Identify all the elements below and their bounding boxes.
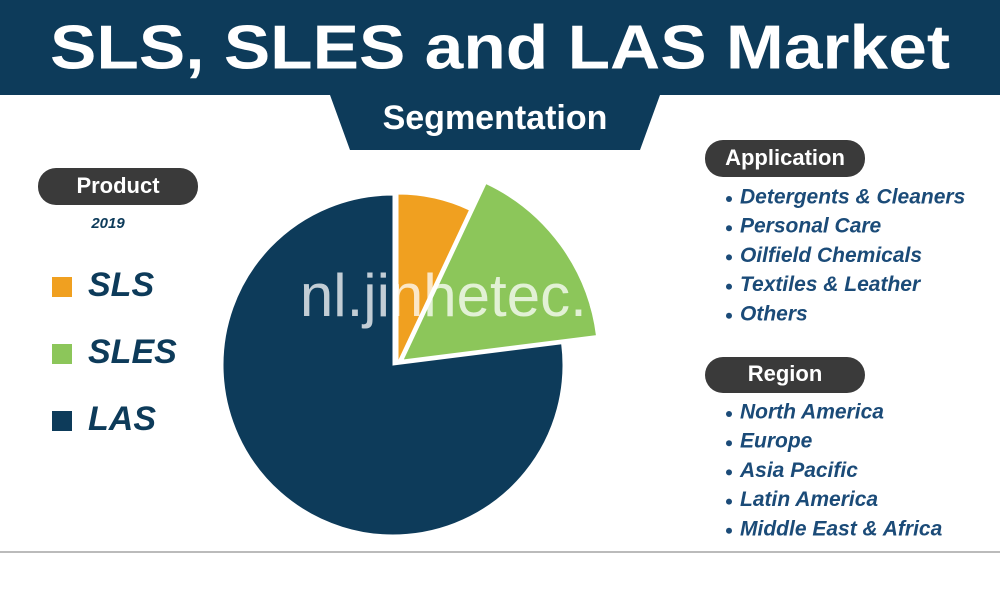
legend-swatch [52, 277, 72, 297]
list-item: Middle East & Africa [740, 517, 943, 540]
application-title: Application [725, 145, 845, 170]
application-pill [705, 140, 865, 177]
list-item: North America [740, 401, 884, 424]
list-item: Oilfield Chemicals [740, 244, 922, 267]
list-item: Personal Care [740, 215, 882, 238]
pie-slice [402, 182, 598, 361]
pie-slice [397, 193, 471, 363]
pie-slice [222, 194, 564, 536]
legend-label: LAS [88, 400, 156, 438]
product-pill [38, 168, 198, 205]
bullet [726, 196, 732, 202]
legend-label: SLS [88, 266, 154, 304]
region-title: Region [748, 361, 823, 386]
legend-label: SLES [88, 333, 177, 371]
region-pill [705, 357, 865, 393]
bullet [726, 527, 732, 534]
bullet [726, 469, 732, 476]
chart-title: SLS, SLES and LAS Market [50, 13, 950, 82]
list-item: Latin America [740, 488, 878, 511]
bullet [726, 440, 732, 447]
legend-swatch [52, 411, 72, 431]
chart-subtitle: Segmentation [383, 99, 608, 137]
list-item: Europe [740, 430, 813, 453]
list-item: Detergents & Cleaners [740, 186, 965, 209]
legend-title: Product [76, 173, 160, 198]
list-item: Textiles & Leather [740, 273, 922, 296]
year-label: 2019 [90, 215, 125, 232]
header-band [0, 0, 1000, 150]
list-item: Others [740, 302, 808, 325]
bullet [726, 498, 732, 505]
bullet [726, 254, 732, 261]
legend-swatch [52, 344, 72, 364]
bullet [726, 283, 732, 290]
bullet [726, 225, 732, 232]
watermark: nl.jinhetec.com [300, 262, 700, 329]
pie [222, 182, 598, 536]
bullet [726, 411, 732, 417]
list-item: Asia Pacific [739, 459, 858, 482]
bullet [726, 312, 732, 319]
